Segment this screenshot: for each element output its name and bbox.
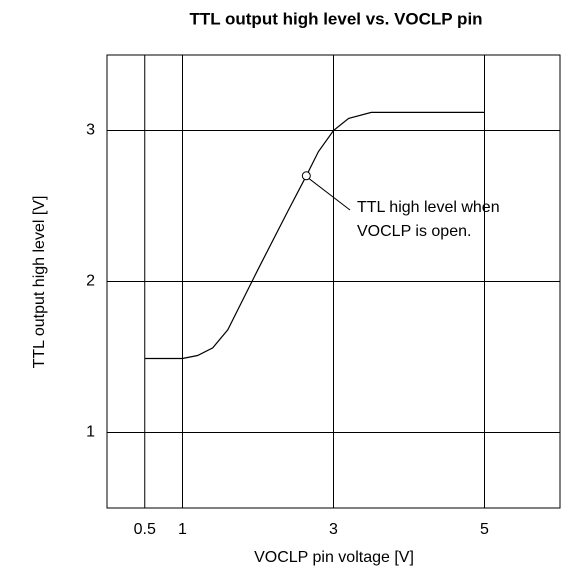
y-tick-label: 3 bbox=[86, 122, 95, 139]
x-tick-label: 1 bbox=[178, 521, 187, 538]
data-line bbox=[144, 111, 485, 360]
annotation-text: VOCLP is open. bbox=[357, 223, 471, 240]
x-tick-label: 0.5 bbox=[134, 521, 156, 538]
annotation-text: TTL high level when bbox=[357, 199, 500, 216]
chart-title: TTL output high level vs. VOCLP pin bbox=[189, 9, 482, 28]
y-tick-label: 1 bbox=[86, 424, 95, 441]
annotation-marker bbox=[301, 171, 311, 181]
x-tick-label: 3 bbox=[329, 521, 338, 538]
x-tick-label: 5 bbox=[480, 521, 489, 538]
x-axis-label: VOCLP pin voltage [V] bbox=[254, 549, 414, 566]
y-axis-label: TTL output high level [V] bbox=[31, 196, 48, 369]
annotation-leader bbox=[309, 178, 351, 211]
y-tick-label: 2 bbox=[86, 273, 95, 290]
